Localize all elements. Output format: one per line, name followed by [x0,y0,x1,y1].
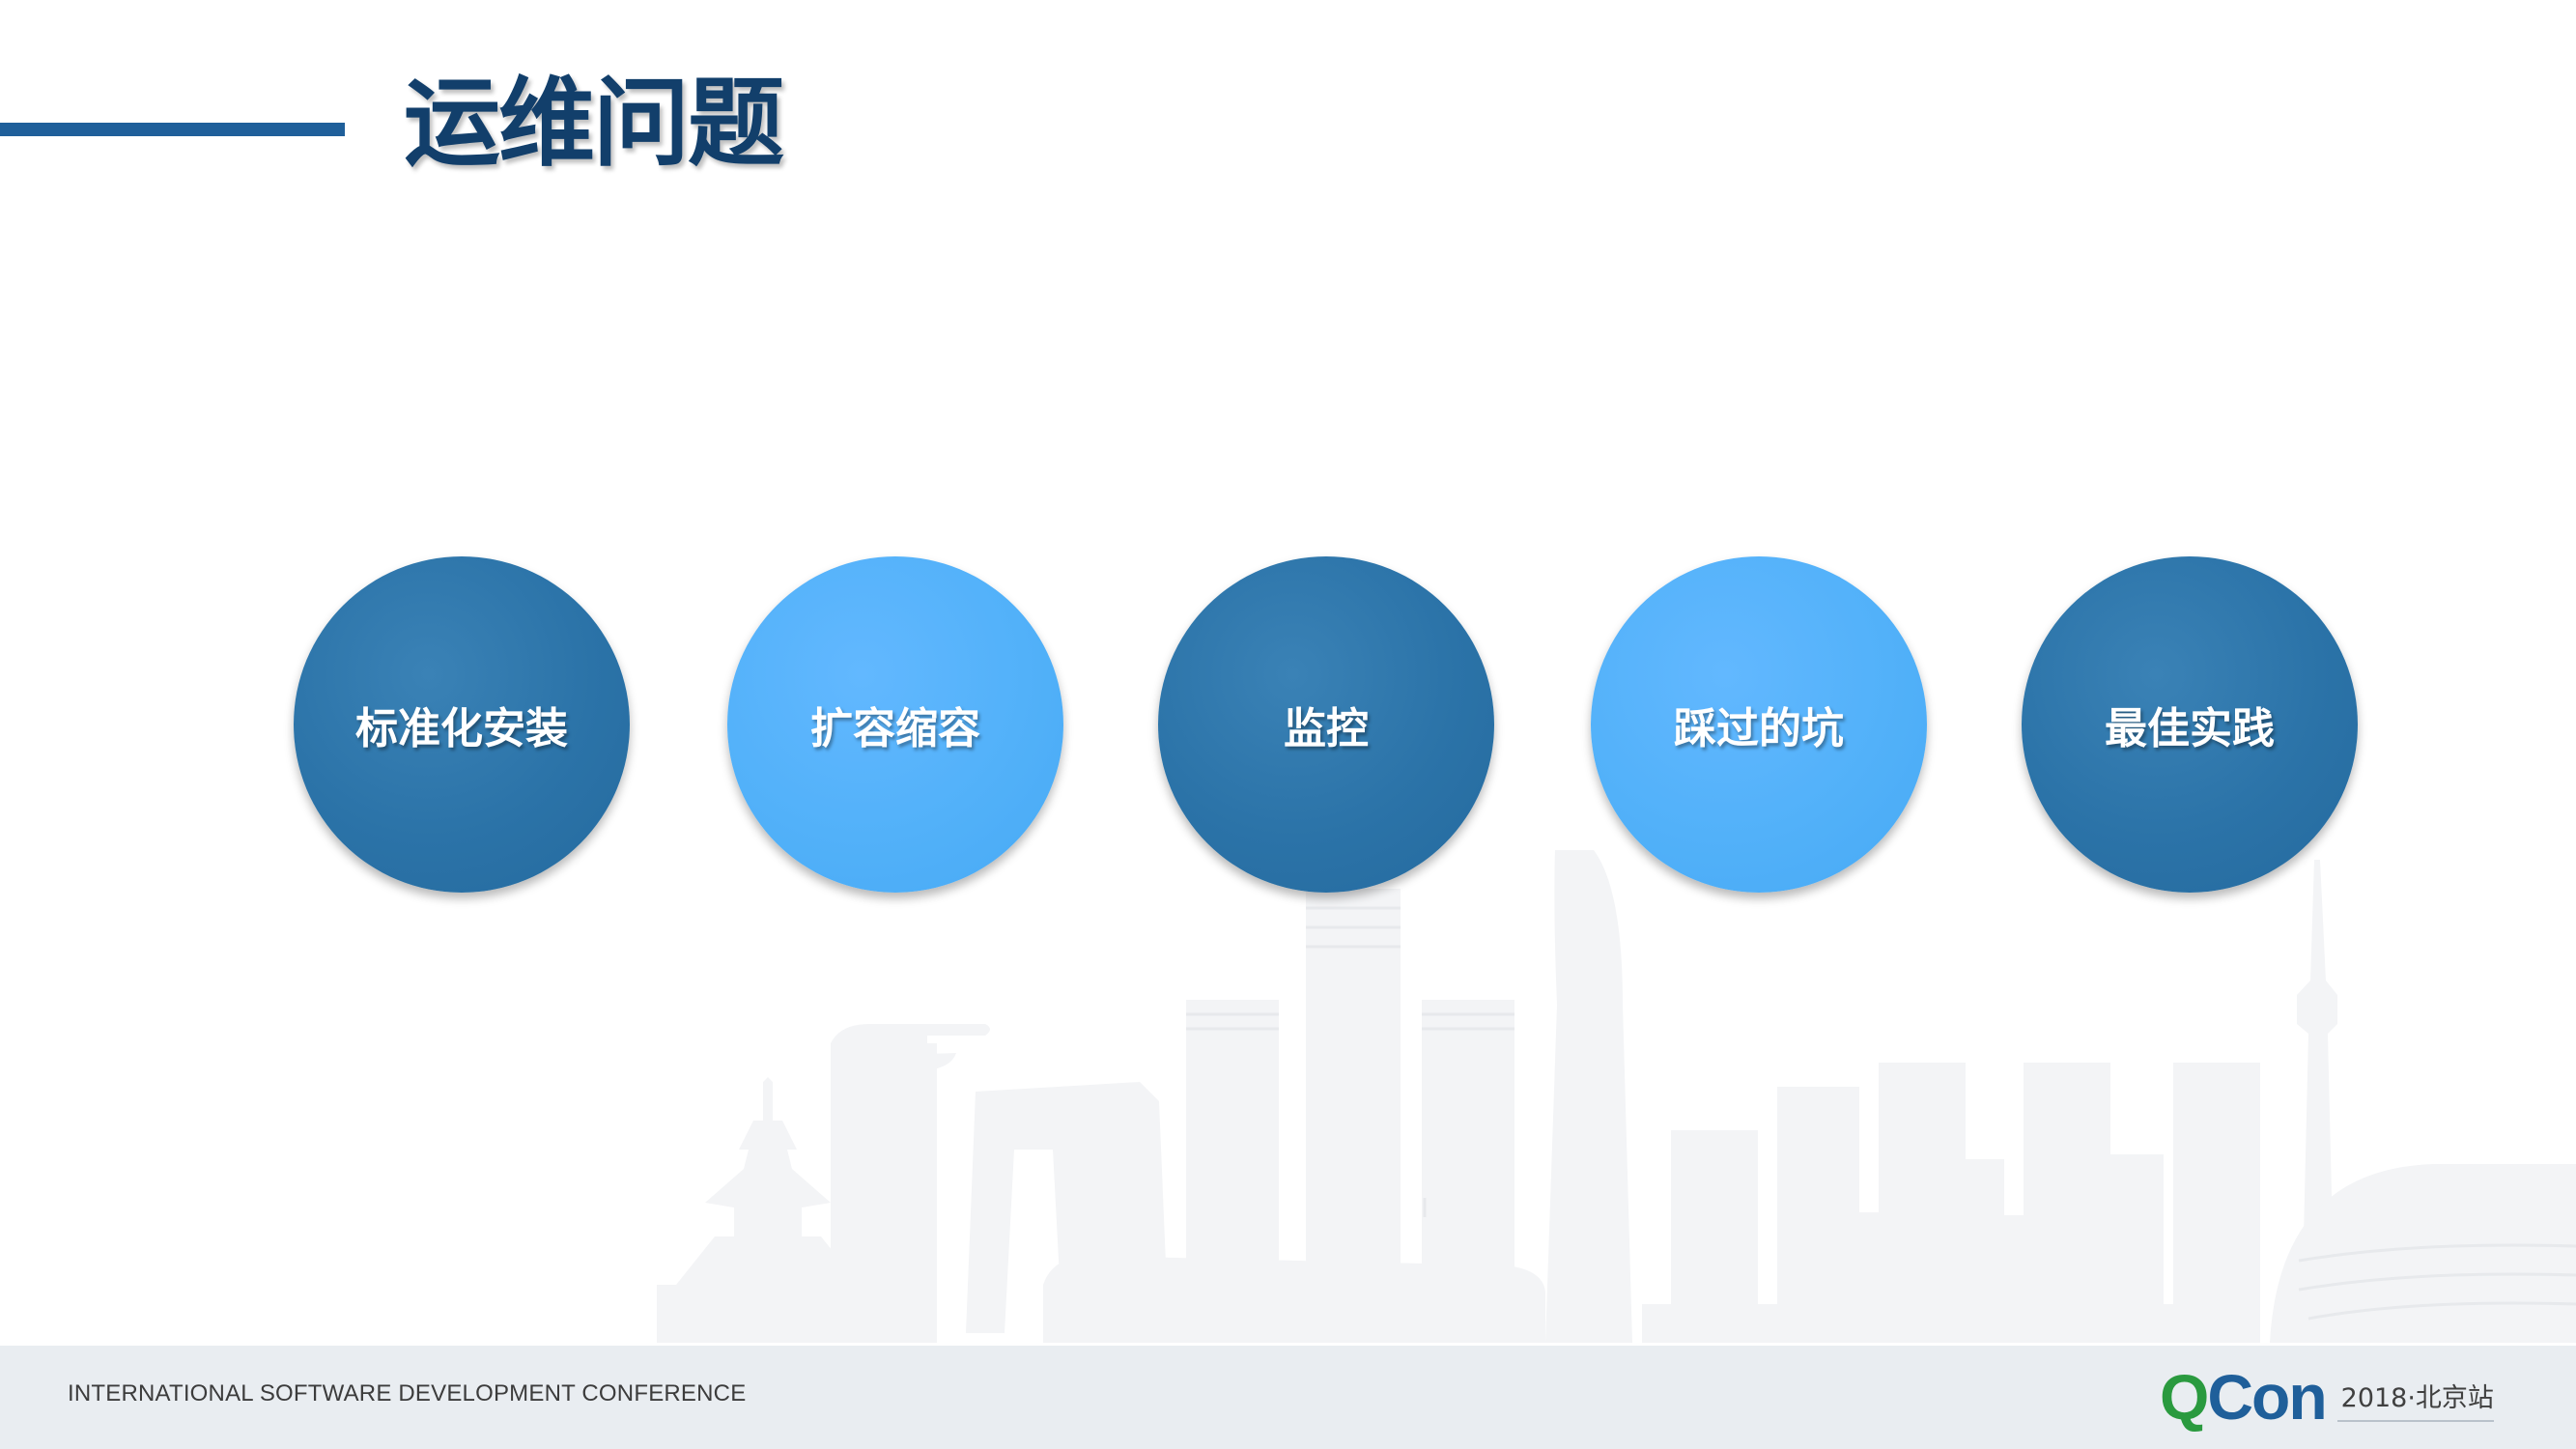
topic-circle-1[interactable]: 标准化安装 [294,556,630,893]
footer-bar: INTERNATIONAL SOFTWARE DEVELOPMENT CONFE… [0,1346,2576,1449]
brand: QCon 2018·北京站 [2160,1363,2494,1431]
topic-circle-4[interactable]: 踩过的坑 [1591,556,1927,893]
title-accent-rule [0,123,345,136]
page-title: 运维问题 [404,67,784,180]
qcon-logo-con: Con [2207,1361,2327,1433]
topic-label: 监控 [1284,704,1369,753]
qcon-logo: QCon [2160,1365,2328,1429]
topic-label: 最佳实践 [2105,704,2275,753]
topic-label: 标准化安装 [355,704,568,753]
qcon-logo-q: Q [2160,1361,2209,1433]
topic-label: 扩容缩容 [810,704,980,753]
event-label: 2018·北京站 [2336,1377,2494,1422]
topic-circle-3[interactable]: 监控 [1158,556,1494,893]
topic-label: 踩过的坑 [1674,704,1844,753]
skyline-illustration [657,850,2576,1343]
conference-name: INTERNATIONAL SOFTWARE DEVELOPMENT CONFE… [68,1380,747,1406]
topic-circle-5[interactable]: 最佳实践 [2022,556,2358,893]
topic-circle-2[interactable]: 扩容缩容 [727,556,1063,893]
